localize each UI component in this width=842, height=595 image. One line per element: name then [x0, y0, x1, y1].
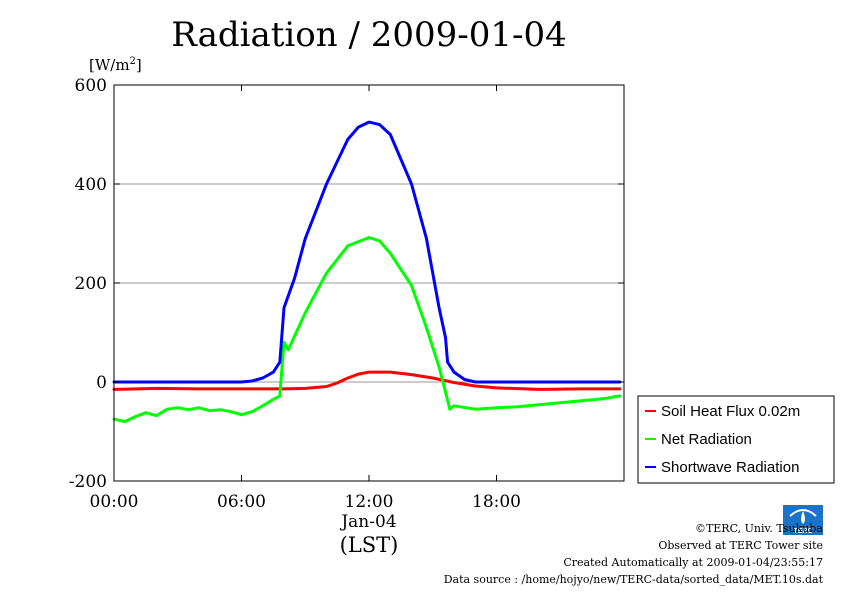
x-tick-labels: 00:00 06:00 12:00 18:00: [90, 85, 521, 512]
x-tick-label: 18:00: [472, 492, 521, 512]
grid-lines: [114, 183, 624, 383]
footer-created: Created Automatically at 2009-01-04/23:5…: [563, 556, 823, 569]
series-line-shortwave-radiation: [112, 120, 622, 384]
y-tick-label: 0: [96, 373, 107, 393]
logo-wave-icon: [789, 509, 817, 517]
series-line-net-radiation: [112, 236, 622, 424]
logo-drop-icon: [801, 511, 805, 524]
legend: Soil Heat Flux 0.02m Net Radiation Shortwa…: [637, 395, 835, 484]
y-axis-label: [W/m2]: [89, 56, 142, 74]
legend-box: [637, 395, 835, 484]
footer-observed: Observed at TERC Tower site: [658, 539, 823, 552]
y-tick-label: 600: [75, 76, 107, 96]
terc-logo: TERC: [783, 505, 823, 535]
legend-label: Shortwave Radiation: [661, 459, 799, 476]
x-axis-label: (LST): [340, 533, 399, 557]
legend-label: Soil Heat Flux 0.02m: [661, 403, 800, 420]
footer-copyright: ©TERC, Univ. Tsukuba: [695, 522, 823, 535]
x-tick-label: 00:00: [90, 492, 139, 512]
footer-source: Data source : /home/hojyo/new/TERC-data/…: [444, 573, 824, 586]
date-label: Jan-04: [339, 512, 396, 532]
y-tick-label: 200: [75, 274, 107, 294]
y-tick-labels: -200 0 200 400 600: [69, 76, 624, 492]
series-lines: [112, 120, 622, 424]
x-tick-label: 06:00: [217, 492, 266, 512]
y-axis-label-close: ]: [136, 56, 142, 74]
y-axis-label-sup: 2: [130, 56, 136, 67]
y-axis-label-main: [W/m: [89, 56, 130, 74]
series-line-soil-heat-flux-0-02m: [112, 370, 622, 391]
legend-label: Net Radiation: [661, 431, 752, 448]
y-tick-label: 400: [75, 175, 107, 195]
chart-title: Radiation / 2009-01-04: [171, 15, 567, 55]
x-tick-label: 12:00: [345, 492, 394, 512]
y-tick-label: -200: [69, 472, 107, 492]
logo-text: TERC: [793, 528, 812, 535]
